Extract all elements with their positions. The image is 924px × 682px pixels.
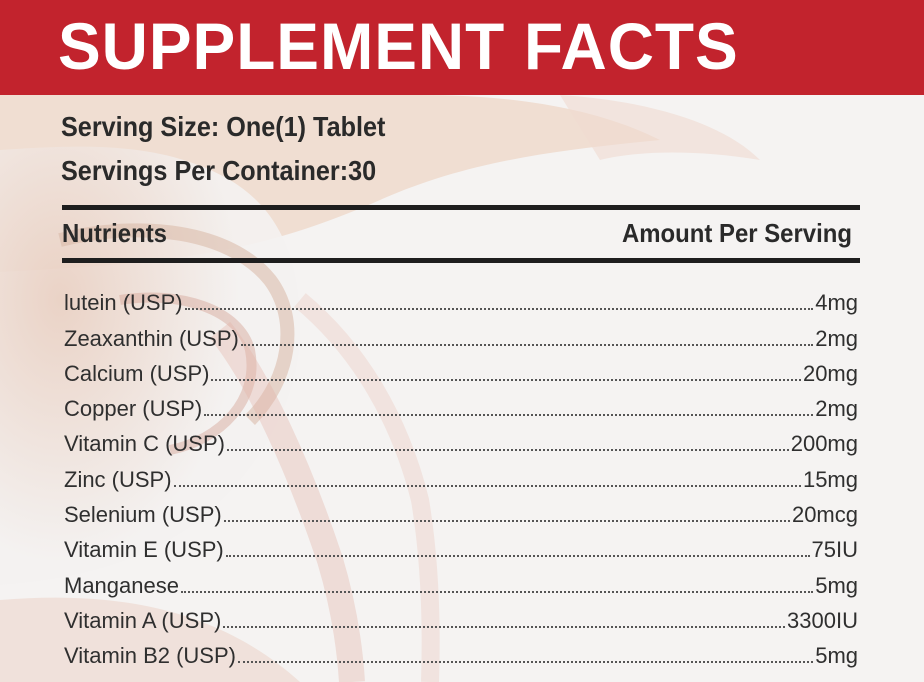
- nutrient-name: Manganese: [64, 572, 179, 598]
- dot-leader: [211, 378, 801, 381]
- dot-leader: [173, 484, 801, 487]
- nutrient-amount: 5mg: [815, 572, 858, 598]
- nutrient-amount: 4mg: [815, 290, 858, 316]
- nutrient-amount: 15mg: [802, 466, 858, 492]
- serving-size: Serving Size: One(1) Tablet: [61, 111, 386, 142]
- column-header-nutrients: Nutrients: [62, 218, 167, 248]
- column-header-amount: Amount Per Serving: [622, 218, 852, 248]
- nutrient-row: Zeaxanthin (USP) 2mg: [64, 316, 858, 351]
- dot-leader: [223, 519, 790, 523]
- nutrient-row: Selenium (USP) 20mcg: [64, 493, 858, 528]
- nutrient-name: Zinc (USP): [64, 466, 172, 492]
- nutrient-name: Copper (USP): [64, 396, 203, 422]
- nutrient-row: Vitamin B2 (USP) 5mg: [64, 634, 858, 669]
- divider-bottom: [62, 258, 860, 263]
- nutrient-name: Vitamin B2 (USP): [64, 643, 236, 669]
- nutrient-row: Zinc (USP) 15mg: [64, 457, 858, 492]
- dot-leader: [237, 660, 814, 664]
- nutrient-amount: 20mcg: [791, 502, 858, 528]
- nutrient-name: Selenium (USP): [64, 502, 222, 528]
- nutrient-row: Vitamin E (USP) 75IU: [64, 528, 858, 563]
- nutrient-amount: 200mg: [790, 431, 858, 457]
- nutrient-amount: 5mg: [815, 643, 858, 669]
- dot-leader: [223, 625, 786, 628]
- page-title: SUPPLEMENT FACTS: [58, 9, 739, 83]
- nutrient-row: Vitamin A (USP) 3300IU: [64, 599, 858, 634]
- nutrient-row: lutein (USP) 4mg: [64, 281, 858, 316]
- nutrient-list: lutein (USP) 4mg Zeaxanthin (USP) 2mg Ca…: [64, 281, 858, 669]
- nutrient-name: Calcium (USP): [64, 360, 210, 386]
- nutrient-row: Calcium (USP) 20mg: [64, 352, 858, 387]
- nutrient-name: Zeaxanthin (USP): [64, 325, 239, 351]
- nutrient-name: Vitamin C (USP): [64, 431, 225, 457]
- nutrient-name: Vitamin A (USP): [64, 607, 222, 633]
- nutrient-row: Manganese 5mg: [64, 563, 858, 598]
- dot-leader: [184, 307, 814, 311]
- header-bar: SUPPLEMENT FACTS: [0, 0, 924, 95]
- nutrient-name: Vitamin E (USP): [64, 537, 224, 563]
- nutrient-amount: 2mg: [815, 325, 858, 351]
- nutrient-amount: 20mg: [802, 360, 858, 386]
- nutrient-amount: 75IU: [811, 537, 858, 563]
- dot-leader: [240, 343, 814, 346]
- dot-leader: [225, 554, 810, 558]
- nutrient-name: lutein (USP): [64, 290, 183, 316]
- dot-leader: [226, 448, 789, 452]
- servings-per-container: Servings Per Container:30: [61, 155, 377, 186]
- divider-top: [62, 205, 860, 210]
- nutrient-row: Vitamin C (USP) 200mg: [64, 422, 858, 457]
- nutrient-amount: 3300IU: [787, 607, 858, 633]
- dot-leader: [204, 413, 814, 417]
- dot-leader: [180, 590, 814, 593]
- nutrient-amount: 2mg: [815, 396, 858, 422]
- nutrient-row: Copper (USP) 2mg: [64, 387, 858, 422]
